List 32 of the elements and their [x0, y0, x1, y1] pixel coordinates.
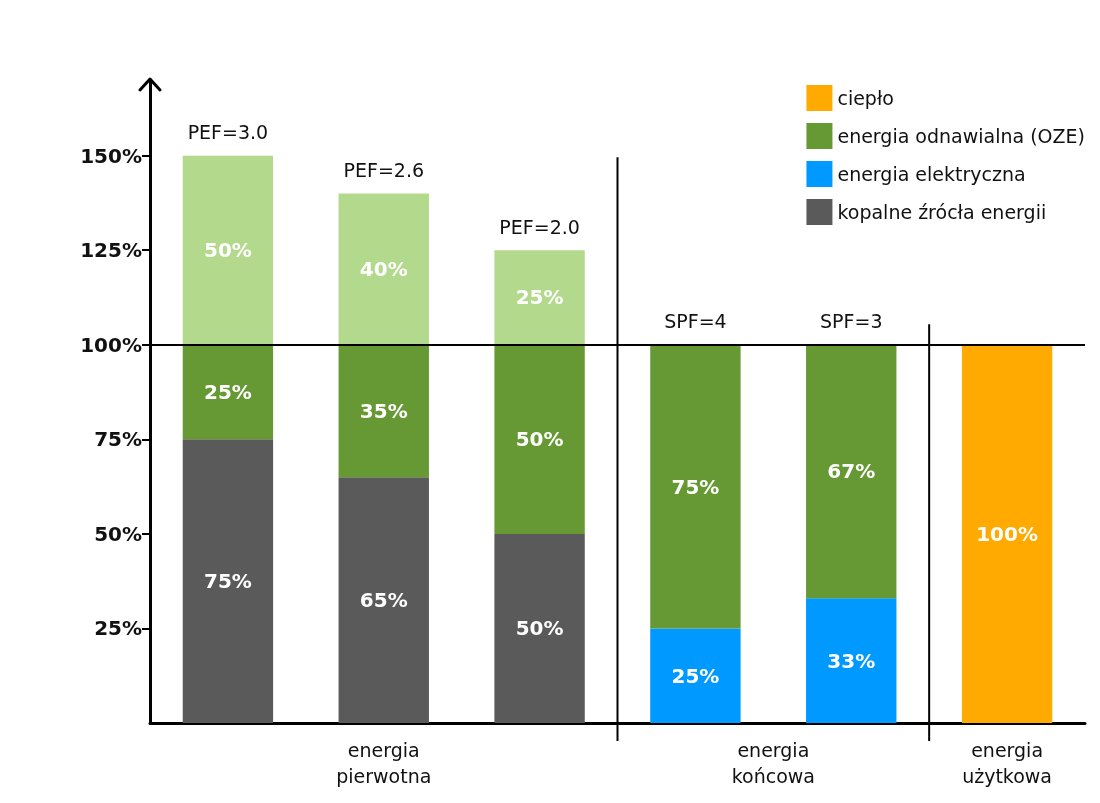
y-tick-label: 125% — [80, 238, 142, 263]
annotation: SPF=4 — [664, 310, 727, 333]
data-label: 25% — [203, 380, 252, 405]
legend-label: energia odnawialna (OZE) — [837, 125, 1086, 147]
y-tick-label: 100% — [80, 332, 142, 357]
text: energia końcowa — [731, 739, 815, 787]
y-tick-label: 150% — [80, 143, 142, 168]
annotation: PEF=2.0 — [499, 215, 580, 238]
legend-label: kopalne źrócła energii — [837, 201, 1047, 223]
data-label: 25% — [671, 663, 720, 688]
legend-label: ciepło — [837, 87, 894, 109]
annotation: PEF=3.0 — [187, 121, 269, 144]
legend-label: energia elektryczna — [837, 163, 1026, 185]
data-label: 50% — [515, 427, 564, 452]
data-label: 75% — [203, 569, 252, 594]
data-label: 25% — [515, 285, 564, 310]
y-tick-label: 50% — [94, 521, 142, 546]
data-label: 100% — [976, 521, 1038, 546]
data-label: 75% — [671, 474, 720, 499]
data-label: 67% — [827, 459, 876, 484]
annotation: SPF=3 — [820, 310, 883, 333]
y-tick-label: 75% — [94, 427, 142, 452]
text: energia pierwotna — [336, 739, 432, 787]
y-tick-label: 25% — [94, 616, 142, 641]
annotation: PEF=2.6 — [343, 158, 425, 181]
data-label: 50% — [203, 238, 252, 263]
data-label: 35% — [359, 398, 408, 423]
data-label: 33% — [827, 648, 876, 673]
text: energia użytkowa — [962, 739, 1053, 787]
data-label: 50% — [515, 616, 564, 641]
data-label: 40% — [359, 257, 408, 282]
data-label: 65% — [359, 588, 408, 613]
